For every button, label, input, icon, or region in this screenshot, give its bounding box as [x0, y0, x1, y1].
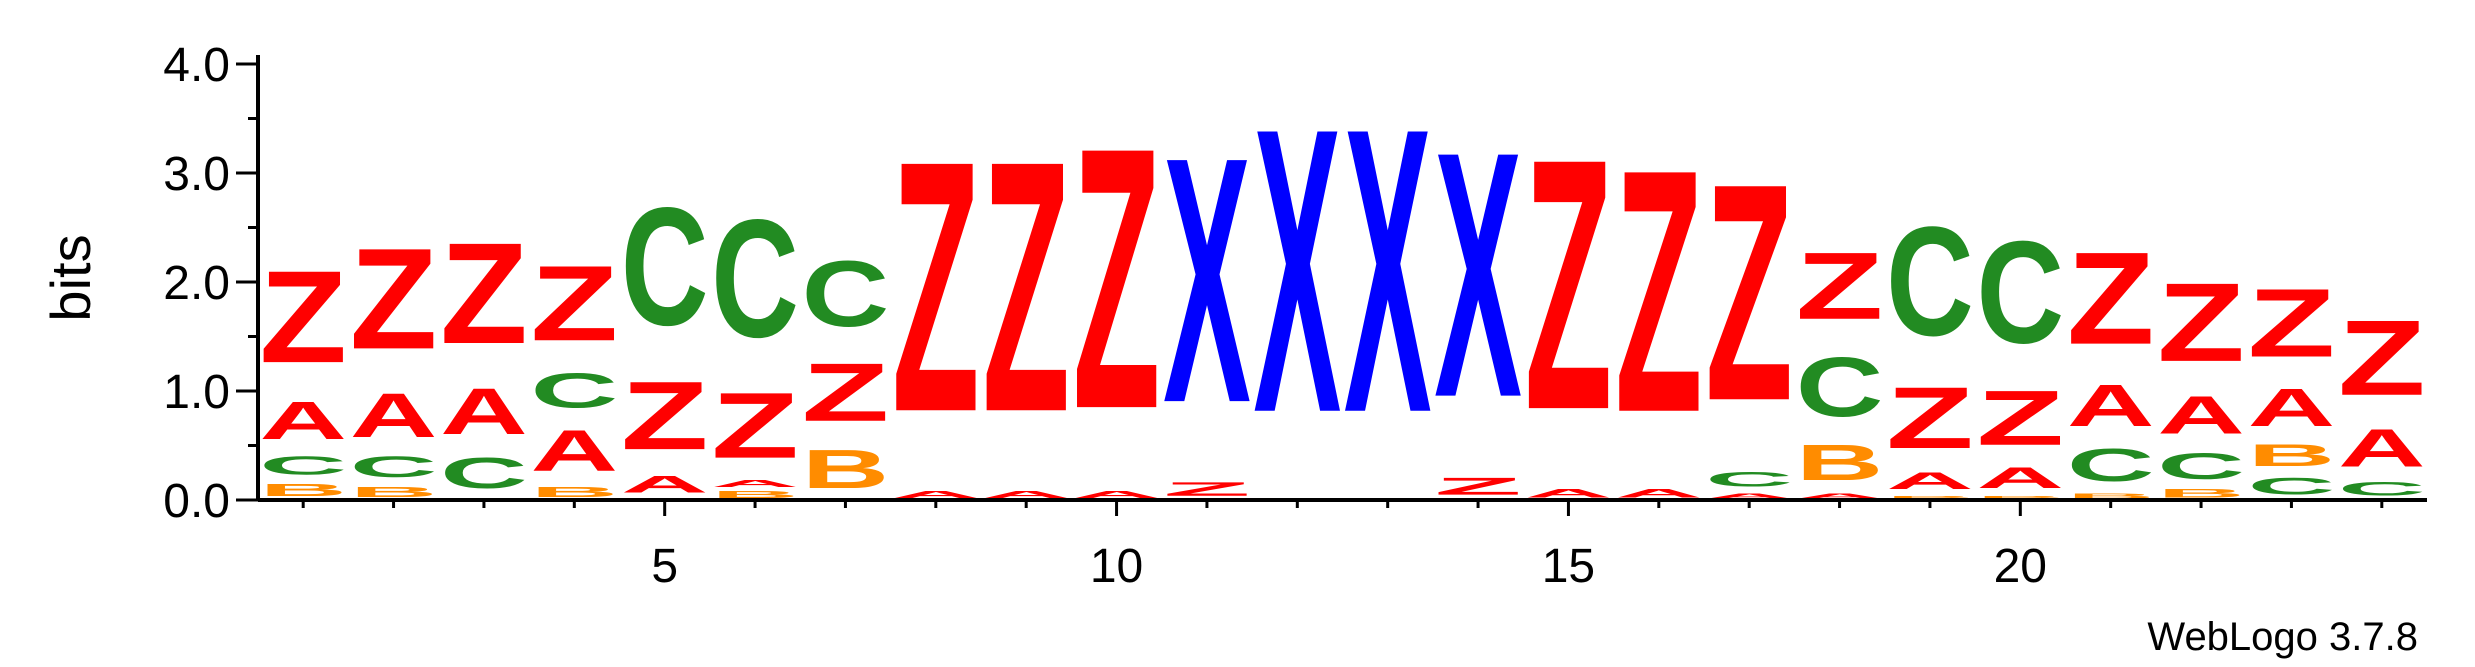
- weblogo-credit: WebLogo 3.7.8: [2147, 615, 2418, 659]
- logo-glyph-z-pos7: Z: [802, 346, 890, 439]
- logo-glyph-z-pos16: Z: [1615, 98, 1703, 485]
- logo-glyph-z-pos8: Z: [892, 86, 980, 486]
- logo-glyph-a-pos8: A: [892, 489, 980, 500]
- logo-glyph-b-pos2: B: [350, 484, 438, 500]
- logo-glyph-b-pos6: B: [711, 489, 799, 500]
- logo-glyph-c-pos21: C: [2067, 439, 2155, 491]
- logo-glyph-x-pos11: X: [1163, 85, 1251, 477]
- logo-glyph-a-pos15: A: [1525, 487, 1613, 500]
- logo-glyph-a-pos6: A: [711, 478, 799, 489]
- logo-glyph-a-pos10: A: [1073, 489, 1161, 500]
- logo-glyph-z-pos17: Z: [1705, 121, 1793, 466]
- logo-glyph-c-pos7: C: [802, 241, 890, 345]
- x-tick-label: 10: [1090, 540, 1143, 593]
- logo-glyph-a-pos3: A: [440, 375, 528, 449]
- logo-glyph-b-pos19: B: [1886, 495, 1974, 500]
- logo-glyph-c-pos4: C: [530, 363, 618, 418]
- logo-glyph-z-pos15: Z: [1525, 84, 1613, 484]
- logo-glyph-a-pos9: A: [982, 489, 1070, 500]
- logo-glyph-z-pos6: Z: [711, 373, 799, 478]
- logo-stacks: BCAZBCAZBCAZBACZBAZCBAZCBZCAZAZAZZXXXZXA…: [259, 43, 2425, 500]
- logo-glyph-c-pos3: C: [440, 449, 528, 498]
- logo-glyph-z-pos18: Z: [1796, 233, 1884, 339]
- logo-glyph-b-pos22: B: [2157, 487, 2245, 500]
- logo-glyph-b-pos23: B: [2248, 438, 2336, 473]
- y-tick-label: 2.0: [163, 257, 230, 310]
- logo-glyph-z-pos19: Z: [1886, 369, 1974, 467]
- logo-glyph-z-pos24: Z: [2338, 297, 2426, 417]
- logo-glyph-x-pos14: X: [1434, 79, 1522, 471]
- logo-glyph-a-pos17: A: [1705, 491, 1793, 500]
- logo-glyph-b-pos7: B: [802, 439, 890, 500]
- logo-glyph-a-pos22: A: [2157, 385, 2245, 445]
- logo-glyph-b-pos21: B: [2067, 491, 2155, 500]
- logo-glyph-z-pos11: Z: [1163, 478, 1251, 500]
- logo-glyph-z-pos10: Z: [1073, 69, 1161, 486]
- logo-glyph-a-pos24: A: [2338, 418, 2426, 478]
- logo-glyph-a-pos20: A: [1976, 462, 2064, 495]
- logo-glyph-a-pos1: A: [259, 391, 347, 451]
- logo-glyph-c-pos19: C: [1886, 194, 1974, 368]
- logo-glyph-c-pos18: C: [1796, 340, 1884, 435]
- y-axis-title: bits: [39, 234, 102, 321]
- logo-glyph-z-pos3: Z: [440, 214, 528, 374]
- logo-glyph-b-pos4: B: [530, 484, 618, 500]
- logo-glyph-x-pos13: X: [1344, 43, 1432, 496]
- x-ticks: 5 10 15 20: [301, 500, 2384, 593]
- logo-glyph-z-pos2: Z: [350, 219, 438, 379]
- y-tick-label: 0.0: [163, 475, 230, 528]
- logo-glyph-x-pos12: X: [1253, 43, 1341, 496]
- logo-glyph-c-pos22: C: [2157, 446, 2245, 487]
- logo-glyph-z-pos21: Z: [2067, 225, 2155, 372]
- logo-glyph-a-pos2: A: [350, 380, 438, 451]
- logo-glyph-c-pos17: C: [1705, 467, 1793, 491]
- logo-glyph-c-pos23: C: [2248, 473, 2336, 500]
- logo-glyph-a-pos18: A: [1796, 491, 1884, 500]
- logo-glyph-c-pos24: C: [2338, 478, 2426, 500]
- logo-glyph-a-pos5: A: [621, 471, 709, 498]
- logo-glyph-z-pos14: Z: [1434, 473, 1522, 500]
- logo-glyph-a-pos4: A: [530, 419, 618, 484]
- logo-glyph-z-pos23: Z: [2248, 268, 2336, 377]
- logo-glyph-z-pos5: Z: [621, 361, 709, 470]
- logo-glyph-z-pos20: Z: [1976, 375, 2064, 461]
- y-tick-label: 1.0: [163, 366, 230, 419]
- logo-glyph-b-pos1: B: [259, 480, 347, 500]
- logo-glyph-c-pos20: C: [1976, 211, 2064, 374]
- logo-glyph-z-pos22: Z: [2157, 261, 2245, 385]
- logo-glyph-c-pos2: C: [350, 451, 438, 484]
- logo-glyph-z-pos9: Z: [982, 86, 1070, 486]
- logo-glyph-a-pos21: A: [2067, 373, 2155, 439]
- logo-glyph-c-pos1: C: [259, 451, 347, 481]
- logo-glyph-b-pos20: B: [1976, 495, 2064, 500]
- y-ticks: 0.0 1.0 2.0 3.0 4.0: [163, 39, 258, 528]
- x-tick-label: 5: [651, 540, 678, 593]
- logo-glyph-z-pos1: Z: [259, 244, 347, 391]
- x-tick-label: 20: [1994, 540, 2047, 593]
- logo-glyph-c-pos6: C: [711, 185, 799, 373]
- logo-glyph-a-pos16: A: [1615, 487, 1703, 500]
- x-tick-label: 15: [1542, 540, 1595, 593]
- logo-glyph-c-pos5: C: [621, 173, 709, 361]
- logo-glyph-a-pos19: A: [1886, 467, 1974, 494]
- logo-glyph-a-pos23: A: [2248, 378, 2336, 438]
- logo-glyph-b-pos18: B: [1796, 434, 1884, 491]
- y-tick-label: 4.0: [163, 39, 230, 92]
- y-tick-label: 3.0: [163, 148, 230, 201]
- axes: 0.0 1.0 2.0 3.0 4.0 5 10 15 20: [163, 39, 2427, 593]
- logo-glyph-z-pos4: Z: [530, 243, 618, 363]
